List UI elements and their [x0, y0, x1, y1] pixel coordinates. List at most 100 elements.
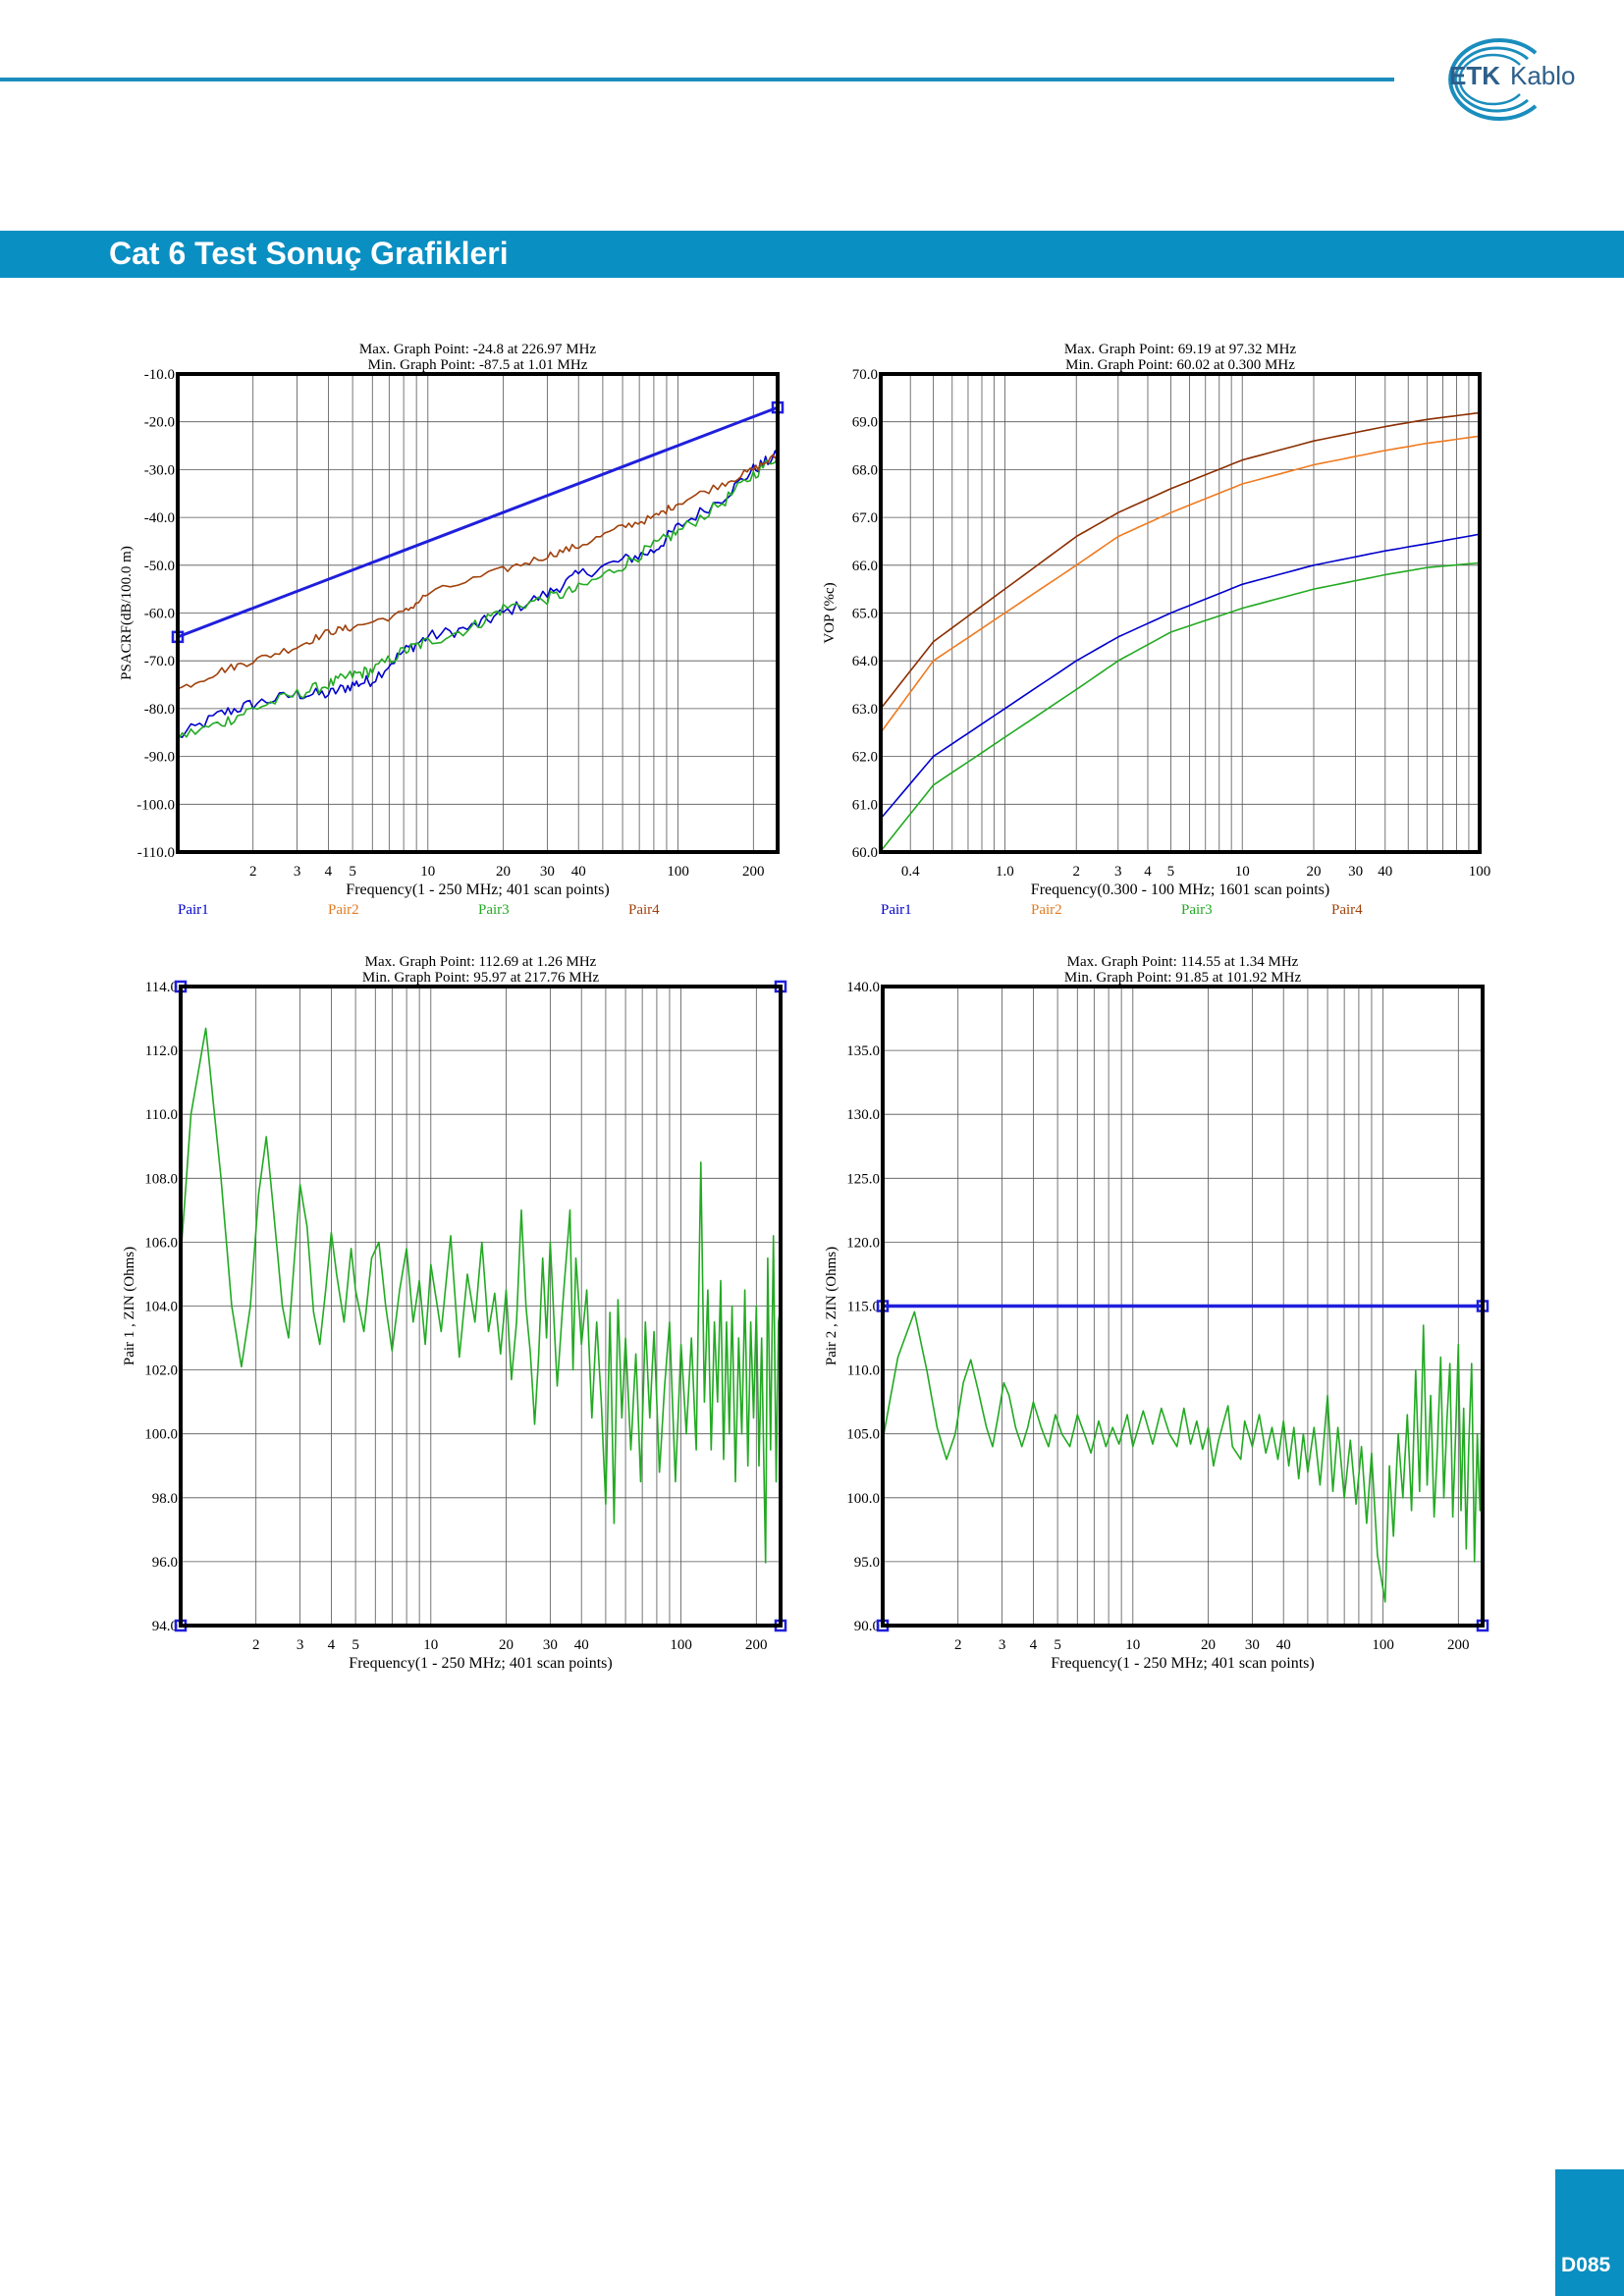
y-tick-label: 68.0	[852, 462, 878, 478]
series-group	[178, 450, 778, 741]
x-tick-label: 100	[667, 864, 689, 880]
x-tick-label: 100	[1372, 1637, 1394, 1653]
header-rule	[0, 78, 1394, 81]
plot-frame	[881, 985, 1485, 1628]
x-tick-label: 200	[742, 864, 765, 880]
y-tick-label: 100.0	[846, 1491, 880, 1507]
y-tick-label: 69.0	[852, 415, 878, 431]
y-tick-label: 62.0	[852, 750, 878, 766]
y-axis-label: PSACRF(dB/100.0 m)	[119, 546, 135, 680]
y-tick-label: -20.0	[144, 415, 175, 431]
y-tick-label: 114.0	[145, 980, 178, 995]
y-tick-label: -30.0	[144, 462, 175, 478]
x-tick-label: 2	[252, 1637, 260, 1653]
y-tick-label: 104.0	[144, 1300, 178, 1315]
x-tick-label: 3	[999, 1637, 1006, 1653]
x-tick-label: 30	[1245, 1637, 1260, 1653]
x-tick-label: 4	[328, 1637, 336, 1653]
title-band	[0, 231, 1624, 278]
legend-item-pair1: Pair1	[178, 902, 209, 918]
y-tick-label: 135.0	[846, 1043, 880, 1059]
series-line	[881, 561, 1480, 852]
x-tick-label: 20	[1306, 864, 1321, 880]
legend-item-pair2: Pair2	[328, 902, 359, 918]
y-tick-label: 96.0	[152, 1555, 178, 1571]
x-tick-label: 20	[499, 1637, 514, 1653]
y-tick-label: 64.0	[852, 654, 878, 669]
y-tick-label: -110.0	[137, 845, 175, 861]
page-title: Cat 6 Test Sonuç Grafikleri	[109, 236, 509, 271]
y-tick-label: 67.0	[852, 510, 878, 526]
y-tick-label: 112.0	[145, 1043, 178, 1059]
min-point-label: Min. Graph Point: -87.5 at 1.01 MHz	[368, 357, 588, 373]
y-tick-label: -50.0	[144, 559, 175, 574]
x-tick-label: 200	[1447, 1637, 1470, 1653]
max-point-label: Max. Graph Point: 112.69 at 1.26 MHz	[365, 954, 597, 970]
plot-frame	[176, 372, 780, 854]
x-tick-label: 5	[349, 864, 356, 880]
y-axis-label: VOP (%c)	[822, 582, 838, 643]
x-tick-label: 30	[1348, 864, 1363, 880]
y-tick-label: -10.0	[144, 367, 175, 383]
x-tick-label: 20	[1201, 1637, 1216, 1653]
legend-item-pair1: Pair1	[881, 902, 912, 918]
x-tick-label: 5	[1054, 1637, 1061, 1653]
y-tick-label: -80.0	[144, 702, 175, 718]
plot-frame	[879, 372, 1482, 854]
y-tick-label: 70.0	[852, 367, 878, 383]
x-tick-label: 100	[1469, 864, 1491, 880]
x-axis-label: Frequency(1 - 250 MHz; 401 scan points)	[346, 881, 609, 898]
x-tick-label: 5	[352, 1637, 359, 1653]
x-tick-label: 4	[325, 864, 333, 880]
x-tick-label: 20	[496, 864, 511, 880]
x-tick-label: 3	[294, 864, 301, 880]
min-point-label: Min. Graph Point: 95.97 at 217.76 MHz	[362, 970, 600, 986]
legend-item-pair3: Pair3	[478, 902, 510, 918]
series-line	[178, 454, 778, 690]
y-tick-label: -60.0	[144, 607, 175, 622]
x-tick-label: 2	[249, 864, 257, 880]
y-tick-label: 95.0	[854, 1555, 880, 1571]
max-point-label: Max. Graph Point: -24.8 at 226.97 MHz	[359, 342, 597, 357]
y-tick-label: 115.0	[847, 1300, 880, 1315]
x-tick-label: 2	[1072, 864, 1080, 880]
y-tick-label: -40.0	[144, 510, 175, 526]
y-tick-label: 106.0	[144, 1235, 178, 1251]
y-tick-label: 120.0	[846, 1235, 880, 1251]
x-tick-label: 2	[954, 1637, 962, 1653]
x-tick-label: 100	[670, 1637, 692, 1653]
series-group	[883, 1310, 1483, 1603]
x-tick-label: 40	[1378, 864, 1392, 880]
chart-vop: 60.0 61.0 62.0 63.0 64.0 65.0 66.0 67.0 68.0 69.0…	[822, 342, 1490, 918]
x-tick-label: 10	[420, 864, 435, 880]
page-number-tab	[1555, 2169, 1624, 2296]
y-tick-label: 66.0	[852, 559, 878, 574]
x-axis-label: Frequency(1 - 250 MHz; 401 scan points)	[349, 1655, 612, 1672]
series-group	[881, 411, 1480, 852]
charts-area: -110.0 -100.0 -90.0 -80.0 -70.0 -60.0 -50.0 -40…	[119, 342, 1490, 1672]
y-tick-label: 140.0	[846, 980, 880, 995]
y-tick-label: 108.0	[144, 1171, 178, 1187]
limit-line	[177, 405, 779, 639]
y-tick-label: -100.0	[136, 797, 175, 813]
chart-zin2: 90.0 95.0 100.0 105.0 110.0 115.0 120.0 125.0 13…	[824, 954, 1489, 1672]
logo-text-bold: ETK	[1449, 61, 1500, 90]
legend-item-pair4: Pair4	[628, 902, 660, 918]
logo-text: Kablo	[1510, 61, 1576, 90]
y-tick-label: 130.0	[846, 1107, 880, 1123]
x-axis-label: Frequency(1 - 250 MHz; 401 scan points)	[1051, 1655, 1314, 1672]
x-tick-label: 40	[571, 864, 586, 880]
series-line	[883, 1310, 1483, 1603]
y-axis-label: Pair 2 , ZIN (Ohms)	[824, 1247, 839, 1365]
series-line	[881, 435, 1480, 733]
series-line	[178, 450, 778, 738]
x-tick-label: 30	[543, 1637, 558, 1653]
x-tick-label: 40	[1276, 1637, 1291, 1653]
series-line	[881, 411, 1480, 710]
x-tick-label: 4	[1144, 864, 1152, 880]
logo: ETK Kablo	[1449, 61, 1576, 91]
legend-item-pair4: Pair4	[1331, 902, 1363, 918]
y-tick-label: 105.0	[846, 1427, 880, 1443]
max-point-label: Max. Graph Point: 69.19 at 97.32 MHz	[1064, 342, 1297, 357]
series-line	[178, 454, 778, 741]
